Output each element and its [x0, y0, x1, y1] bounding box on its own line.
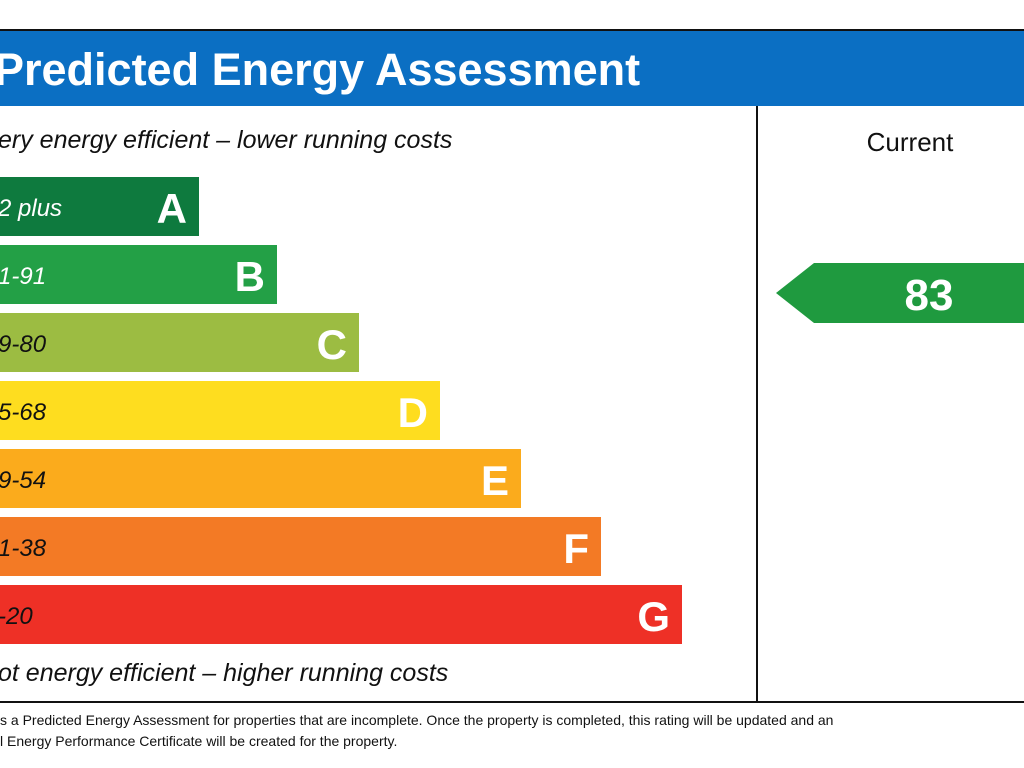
band-letter: B	[235, 253, 265, 300]
current-value: 83	[905, 271, 954, 320]
bands: 2 plus A 1-91 B 9-80 C 5-68 D 9-54 E 1-38 F -20 G	[0, 177, 682, 644]
band-range: 5-68	[0, 399, 47, 426]
band-bar	[0, 517, 601, 576]
footnote: s a Predicted Energy Assessment for prop…	[0, 712, 833, 728]
footnote: l Energy Performance Certificate will be…	[0, 733, 397, 749]
band-range: 9-80	[0, 331, 47, 358]
band-bar	[0, 245, 277, 304]
band-bar	[0, 177, 199, 236]
band-letter: G	[637, 593, 670, 640]
header-bar	[0, 30, 1024, 106]
current-label: Current	[867, 127, 954, 157]
band-letter: A	[157, 185, 187, 232]
bottom-note: ot energy efficient – higher running cos…	[0, 659, 448, 687]
band-bar	[0, 313, 359, 372]
band-bar	[0, 449, 521, 508]
top-note: ery energy efficient – lower running cos…	[0, 126, 452, 154]
header-title: Predicted Energy Assessment	[0, 44, 640, 95]
current-arrow	[776, 263, 1024, 323]
band-range: 1-38	[0, 535, 47, 562]
band-range: 2 plus	[0, 195, 62, 222]
band-letter: C	[317, 321, 347, 368]
band-letter: E	[481, 457, 509, 504]
band-range: -20	[0, 603, 33, 630]
band-range: 1-91	[0, 263, 46, 290]
band-letter: D	[398, 389, 428, 436]
band-range: 9-54	[0, 467, 46, 494]
band-letter: F	[563, 525, 589, 572]
band-bar	[0, 381, 440, 440]
band-bar	[0, 585, 682, 644]
